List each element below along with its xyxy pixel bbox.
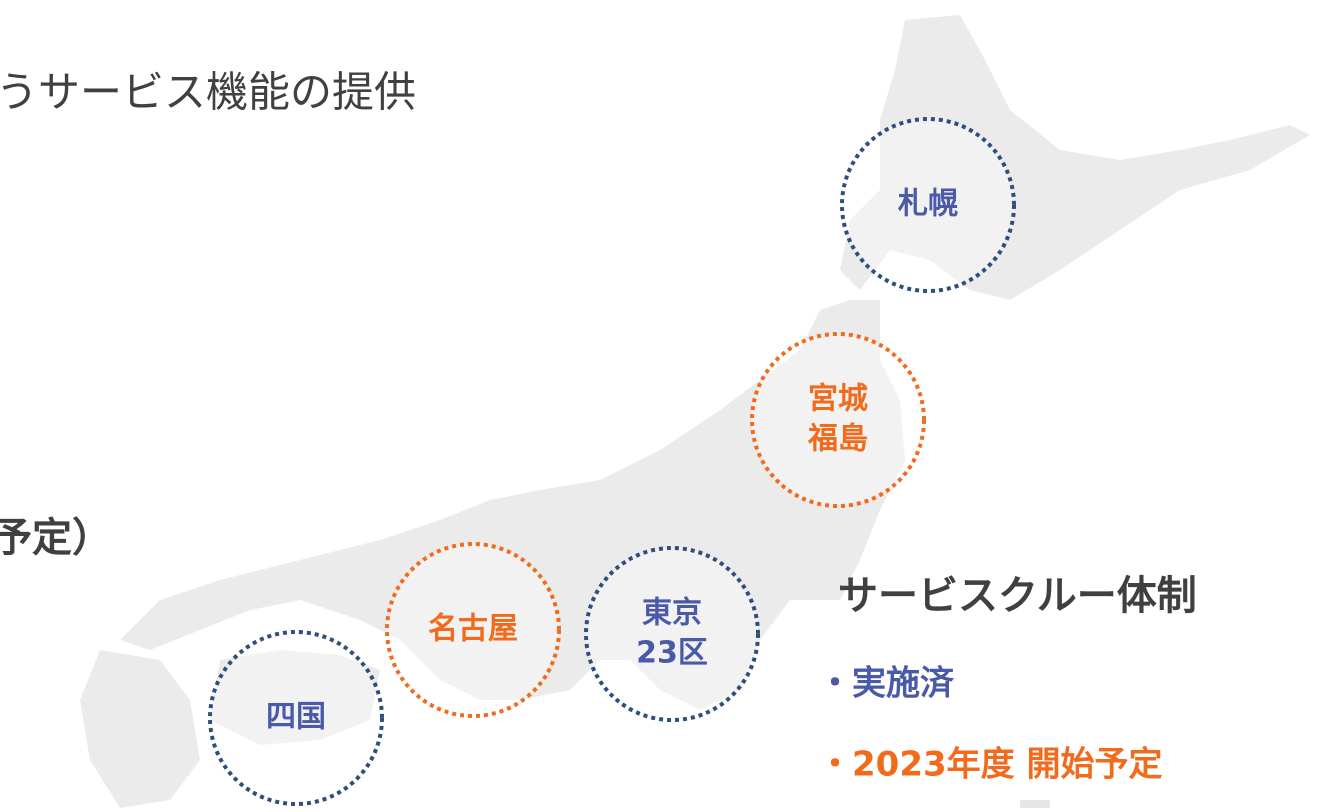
region-circle — [840, 117, 1016, 293]
shikoku — [210, 650, 380, 745]
region-label: 宮城 — [808, 382, 868, 417]
region-label: 東京 — [642, 596, 702, 631]
hokkaido — [840, 15, 1310, 300]
legend-item: ・2023年度 開始予定 — [818, 745, 1162, 785]
region-circle — [584, 546, 760, 722]
title: うサービス機能の提供 — [0, 68, 416, 117]
subtitle: 予定） — [0, 515, 112, 561]
legend-item: ・実施済 — [818, 664, 955, 704]
region-label: 札幌 — [898, 187, 958, 222]
legend-title: サービスクルー体制 — [838, 573, 1197, 619]
honshu — [120, 300, 905, 710]
kyushu — [80, 650, 200, 808]
footer-mark — [1020, 800, 1050, 808]
region-circle — [750, 332, 926, 508]
region-label: 名古屋 — [428, 612, 518, 647]
japan-map — [80, 15, 1310, 808]
region-label: 四国 — [266, 700, 326, 735]
region-circle — [385, 542, 561, 718]
legend: ・実施済・2023年度 開始予定 — [818, 664, 1162, 785]
region-label: 23区 — [636, 636, 708, 671]
region-label: 福島 — [807, 422, 868, 457]
region-circle — [208, 630, 384, 806]
